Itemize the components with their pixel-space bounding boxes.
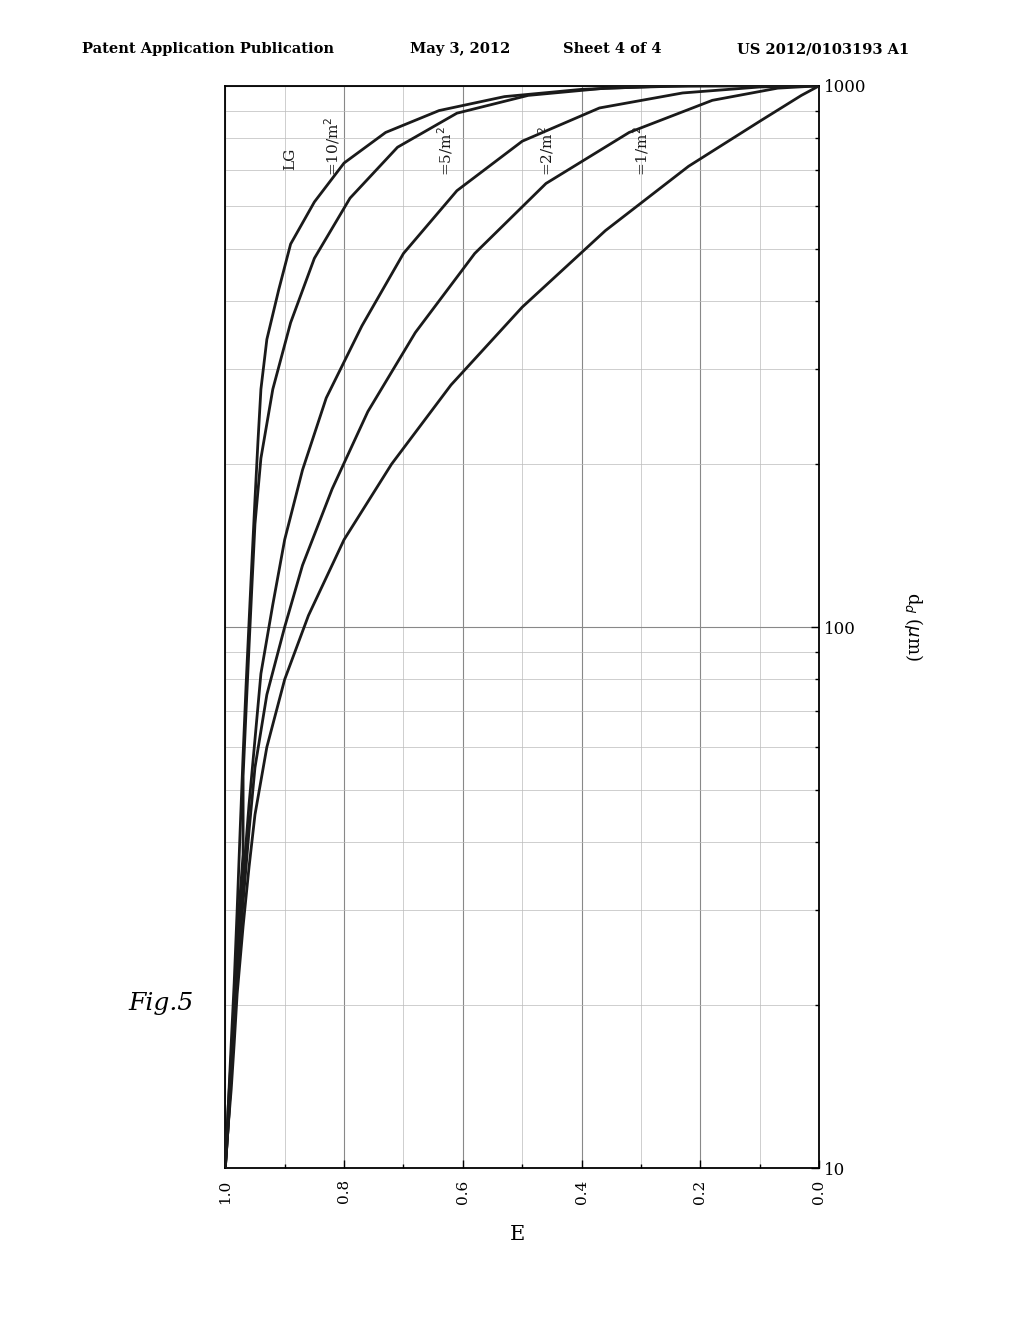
Text: US 2012/0103193 A1: US 2012/0103193 A1 bbox=[737, 42, 909, 57]
Text: E: E bbox=[510, 1225, 524, 1243]
Text: May 3, 2012: May 3, 2012 bbox=[410, 42, 510, 57]
Text: Sheet 4 of 4: Sheet 4 of 4 bbox=[563, 42, 662, 57]
Text: LG: LG bbox=[284, 148, 298, 170]
Text: =5/m$^2$: =5/m$^2$ bbox=[435, 127, 455, 177]
Text: Fig.5: Fig.5 bbox=[128, 991, 194, 1015]
Text: =1/m$^2$: =1/m$^2$ bbox=[631, 127, 651, 177]
Text: Patent Application Publication: Patent Application Publication bbox=[82, 42, 334, 57]
Y-axis label: d$_d$ ($\mu$m): d$_d$ ($\mu$m) bbox=[902, 593, 925, 661]
Text: =10/m$^2$: =10/m$^2$ bbox=[323, 117, 342, 177]
Text: =2/m$^2$: =2/m$^2$ bbox=[537, 127, 556, 177]
